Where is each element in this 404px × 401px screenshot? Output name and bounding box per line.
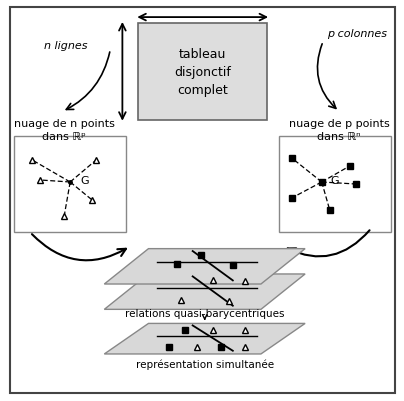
Text: G: G [80,176,89,186]
Text: G: G [330,176,339,186]
Bar [139,24,267,120]
Text: représentation simultanée: représentation simultanée [136,359,274,369]
Text: nuage de p points
dans ℝⁿ: nuage de p points dans ℝⁿ [289,119,389,142]
Polygon shape [104,274,305,310]
Text: nuage de n points
dans ℝᵖ: nuage de n points dans ℝᵖ [14,119,115,142]
Text: relations quasi-barycentriques: relations quasi-barycentriques [125,309,284,318]
Text: tableau
disjonctif
complet: tableau disjonctif complet [174,48,231,97]
Polygon shape [104,249,305,284]
Bar [279,136,391,233]
Bar [14,136,126,233]
Text: p colonnes: p colonnes [327,29,387,39]
Polygon shape [104,324,305,354]
Text: n lignes: n lignes [44,41,88,51]
